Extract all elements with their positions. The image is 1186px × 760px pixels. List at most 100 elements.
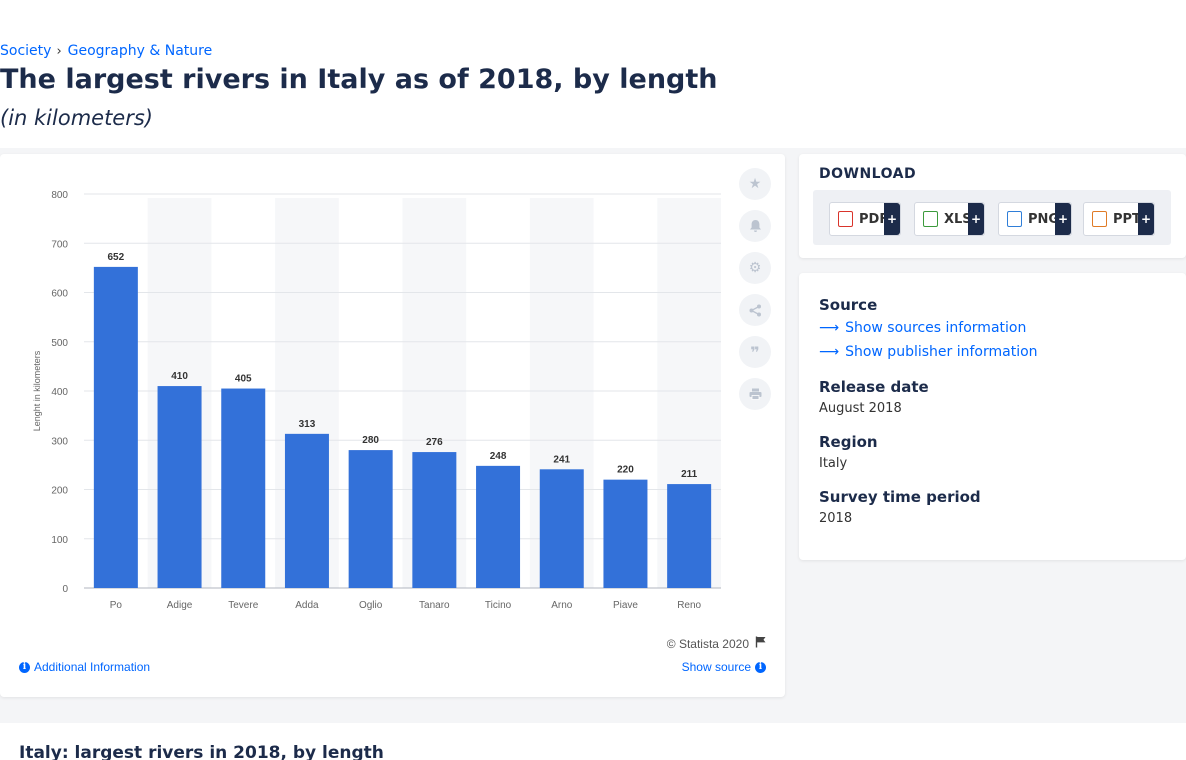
region-value: Italy xyxy=(819,456,848,471)
gear-icon[interactable]: ⚙ xyxy=(739,252,771,284)
arrow-right-icon: ⟶ xyxy=(819,344,840,360)
x-tick-label: Tanaro xyxy=(419,600,450,611)
x-tick-label: Tevere xyxy=(228,600,258,611)
quote-icon[interactable]: ❞ xyxy=(739,336,771,368)
source-heading: Source xyxy=(819,296,878,314)
y-tick-label: 0 xyxy=(62,584,68,595)
bar xyxy=(412,452,457,588)
download-buttons: PDF + XLS + PNG + PPT + xyxy=(813,190,1171,245)
region-heading: Region xyxy=(819,433,878,451)
y-tick-label: 600 xyxy=(51,289,68,300)
share-icon[interactable] xyxy=(739,294,771,326)
plus-icon: + xyxy=(884,203,900,235)
data-label: 211 xyxy=(681,469,698,480)
download-pdf-label: PDF xyxy=(859,211,889,227)
survey-period-value: 2018 xyxy=(819,511,853,526)
chart-toolbar: ★ ⚙ ❞ xyxy=(739,168,771,410)
data-label: 410 xyxy=(171,371,188,382)
download-title: DOWNLOAD xyxy=(819,166,917,182)
survey-period-heading: Survey time period xyxy=(819,488,981,506)
bar xyxy=(539,469,584,588)
bar xyxy=(157,386,202,588)
pdf-file-icon xyxy=(838,211,853,227)
download-card: DOWNLOAD PDF + XLS + PNG + PPT + xyxy=(799,154,1186,258)
bar xyxy=(93,266,138,588)
y-tick-label: 500 xyxy=(51,338,68,349)
description-card: Italy: largest rivers in 2018, by length xyxy=(0,723,1186,760)
y-tick-label: 700 xyxy=(51,239,68,250)
page-title: The largest rivers in Italy as of 2018, … xyxy=(0,64,718,95)
y-tick-label: 200 xyxy=(51,486,68,497)
x-tick-label: Piave xyxy=(613,600,638,611)
data-label: 280 xyxy=(362,435,379,446)
data-label: 405 xyxy=(235,374,252,385)
release-date-heading: Release date xyxy=(819,378,929,396)
info-icon: i xyxy=(755,661,766,673)
page-subtitle: (in kilometers) xyxy=(0,106,153,130)
bar xyxy=(348,450,393,588)
data-label: 248 xyxy=(490,451,507,462)
x-tick-label: Oglio xyxy=(359,600,383,611)
statistic-info-card: Source ⟶ Show sources information ⟶ Show… xyxy=(799,273,1186,560)
show-publisher-link[interactable]: ⟶ Show publisher information xyxy=(819,344,1038,360)
ppt-file-icon xyxy=(1092,211,1107,227)
x-tick-label: Po xyxy=(110,600,123,611)
additional-information-label: Additional Information xyxy=(34,660,151,674)
chart-card: 0 100 200 300 400 500 600 700 800 Lenght in kilom… xyxy=(0,154,785,697)
show-sources-link[interactable]: ⟶ Show sources information xyxy=(819,320,1026,336)
show-source-link[interactable]: Show source i xyxy=(682,660,766,674)
download-xls-button[interactable]: XLS + xyxy=(914,202,985,236)
breadcrumb-chevron-icon: › xyxy=(56,43,62,59)
x-tick-label: Adda xyxy=(295,600,319,611)
xls-file-icon xyxy=(923,211,938,227)
show-source-label: Show source xyxy=(681,660,751,674)
breadcrumb-geography[interactable]: Geography & Nature xyxy=(67,43,213,59)
additional-information-link[interactable]: i Additional Information xyxy=(19,660,150,674)
data-label: 241 xyxy=(553,454,570,465)
data-label: 313 xyxy=(299,419,316,430)
arrow-right-icon: ⟶ xyxy=(819,320,840,336)
x-tick-label: Adige xyxy=(167,600,193,611)
y-tick-label: 100 xyxy=(51,535,68,546)
download-ppt-button[interactable]: PPT + xyxy=(1083,202,1155,236)
y-tick-label: 400 xyxy=(51,387,68,398)
bar xyxy=(667,484,712,588)
x-tick-label: Arno xyxy=(551,600,573,611)
breadcrumb: Society › Geography & Nature xyxy=(0,43,212,59)
y-axis-label: Lenght in kilometers xyxy=(32,350,42,431)
show-publisher-label: Show publisher information xyxy=(845,344,1038,360)
show-sources-label: Show sources information xyxy=(845,320,1027,336)
bar xyxy=(476,465,521,588)
copyright-text: © Statista 2020 xyxy=(666,636,749,651)
header-background xyxy=(0,0,1186,148)
data-label: 652 xyxy=(108,252,125,263)
plus-icon: + xyxy=(968,203,984,235)
bar xyxy=(221,388,266,588)
download-xls-label: XLS xyxy=(944,211,972,227)
download-png-button[interactable]: PNG + xyxy=(998,202,1072,236)
download-png-label: PNG xyxy=(1028,211,1060,227)
plus-icon: + xyxy=(1138,203,1154,235)
info-icon: i xyxy=(19,661,30,673)
y-tick-label: 800 xyxy=(51,190,68,201)
release-date-value: August 2018 xyxy=(819,401,902,416)
breadcrumb-society[interactable]: Society xyxy=(0,43,52,59)
download-ppt-label: PPT xyxy=(1113,211,1141,227)
description-title: Italy: largest rivers in 2018, by length xyxy=(19,743,384,760)
print-icon[interactable] xyxy=(739,378,771,410)
copyright: © Statista 2020 xyxy=(667,636,767,651)
star-icon[interactable]: ★ xyxy=(739,168,771,200)
download-pdf-button[interactable]: PDF + xyxy=(829,202,901,236)
plus-icon: + xyxy=(1055,203,1071,235)
data-label: 276 xyxy=(426,437,443,448)
bell-icon[interactable] xyxy=(739,210,771,242)
bar xyxy=(603,479,648,588)
x-tick-label: Ticino xyxy=(485,600,512,611)
y-tick-label: 300 xyxy=(51,436,68,447)
png-file-icon xyxy=(1007,211,1022,227)
flag-icon[interactable] xyxy=(755,636,767,651)
bar xyxy=(284,433,329,588)
x-tick-label: Reno xyxy=(677,600,701,611)
bar-chart: 0 100 200 300 400 500 600 700 800 Lenght in kilom… xyxy=(32,190,721,611)
data-label: 220 xyxy=(617,465,634,476)
